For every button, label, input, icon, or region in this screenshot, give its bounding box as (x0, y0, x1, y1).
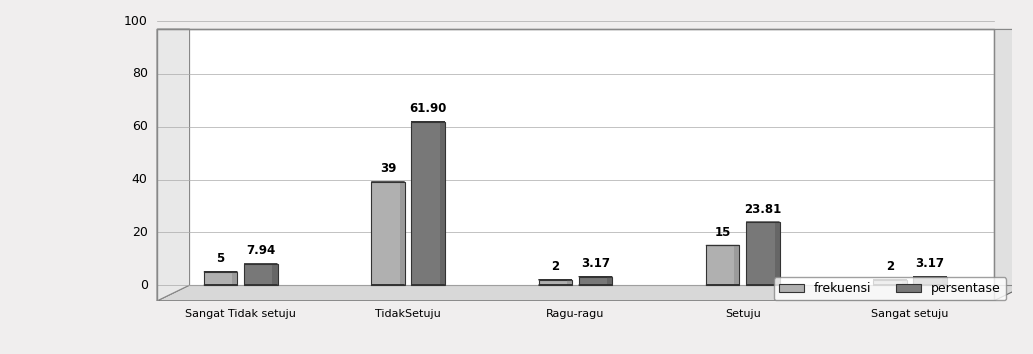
Text: 0: 0 (139, 279, 148, 292)
Text: Sangat Tidak setuju: Sangat Tidak setuju (185, 309, 296, 319)
Polygon shape (746, 222, 780, 285)
Text: 60: 60 (132, 120, 148, 133)
Text: 39: 39 (380, 162, 396, 176)
Polygon shape (538, 280, 572, 285)
Text: 2: 2 (886, 260, 894, 273)
Polygon shape (578, 277, 613, 285)
Polygon shape (440, 122, 445, 285)
Polygon shape (244, 264, 278, 285)
Text: 80: 80 (132, 68, 148, 80)
Polygon shape (913, 277, 947, 285)
Text: 5: 5 (217, 252, 225, 265)
Text: 7.94: 7.94 (246, 245, 276, 257)
Text: 40: 40 (132, 173, 148, 186)
Polygon shape (204, 272, 238, 285)
Polygon shape (775, 222, 780, 285)
Polygon shape (157, 285, 1026, 301)
Polygon shape (607, 277, 613, 285)
Text: Sangat setuju: Sangat setuju (872, 309, 948, 319)
Polygon shape (706, 245, 740, 285)
Text: 3.17: 3.17 (581, 257, 609, 270)
Polygon shape (567, 280, 572, 285)
Text: 61.90: 61.90 (409, 102, 447, 115)
Polygon shape (232, 272, 238, 285)
Polygon shape (273, 264, 278, 285)
Polygon shape (411, 122, 445, 285)
Polygon shape (157, 29, 994, 285)
Polygon shape (400, 182, 405, 285)
Text: 20: 20 (132, 226, 148, 239)
Polygon shape (371, 182, 405, 285)
Text: 2: 2 (552, 260, 559, 273)
Text: 3.17: 3.17 (915, 257, 944, 270)
Text: Setuju: Setuju (725, 309, 760, 319)
Polygon shape (942, 277, 947, 285)
Text: 100: 100 (124, 15, 148, 28)
Text: TidakSetuju: TidakSetuju (375, 309, 441, 319)
Text: Ragu-ragu: Ragu-ragu (546, 309, 604, 319)
Legend: frekuensi, persentase: frekuensi, persentase (774, 278, 1006, 301)
Text: 15: 15 (715, 226, 730, 239)
Polygon shape (734, 245, 740, 285)
Polygon shape (994, 29, 1026, 285)
Polygon shape (873, 280, 907, 285)
Text: 23.81: 23.81 (744, 202, 781, 216)
Polygon shape (902, 280, 907, 285)
Polygon shape (157, 29, 190, 301)
